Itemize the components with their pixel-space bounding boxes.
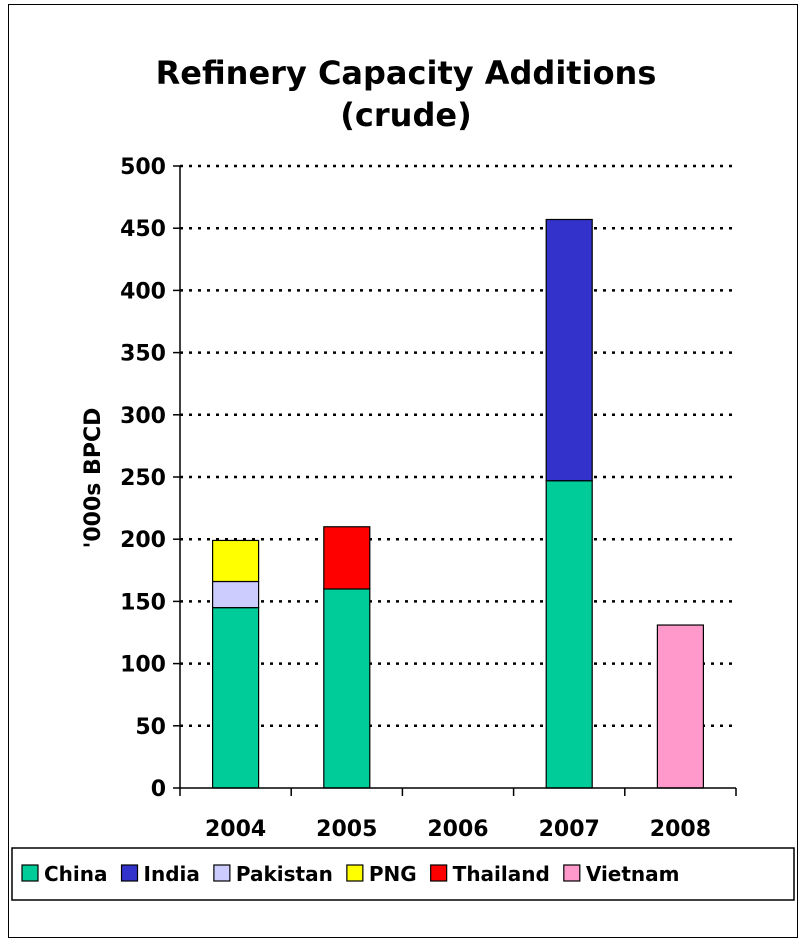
x-tick-label: 2008 (650, 817, 711, 842)
x-tick-label: 2007 (539, 817, 600, 842)
chart-subtitle: (crude) (340, 96, 471, 134)
legend-box (11, 847, 795, 901)
y-tick-label: 300 (120, 404, 166, 429)
x-tick-label: 2005 (316, 817, 377, 842)
gridlines (180, 164, 736, 728)
bar-thailand-2005 (323, 526, 371, 590)
bar-china-2004 (212, 607, 260, 789)
x-tick-labels: 2004 2005 2006 2007 2008 (205, 817, 711, 842)
legend-label-vietnam: Vietnam (586, 862, 680, 886)
x-tick-label: 2006 (427, 817, 488, 842)
y-tick-labels: 0 50 100 150 200 250 300 350 400 450 500 (120, 155, 166, 802)
y-tick-label: 50 (135, 715, 166, 740)
x-tick-label: 2004 (205, 817, 266, 842)
legend-swatch-thailand (430, 864, 448, 882)
y-tick-label: 0 (151, 777, 166, 802)
legend: China India Pakistan PNG Thailand Vietnam (21, 862, 680, 886)
legend-swatch-china (21, 864, 39, 882)
legend-label-pakistan: Pakistan (236, 862, 333, 886)
y-tick-label: 500 (120, 155, 166, 180)
axes (173, 165, 737, 796)
legend-label-png: PNG (369, 862, 417, 886)
y-tick-label: 100 (120, 653, 166, 678)
bar-png-2004 (212, 539, 260, 583)
legend-swatch-pakistan (213, 864, 231, 882)
legend-swatch-india (120, 864, 139, 882)
y-tick-label: 350 (120, 342, 166, 367)
legend-label-thailand: Thailand (453, 862, 550, 886)
legend-label-india: India (144, 862, 200, 886)
bars (212, 218, 705, 789)
y-tick-label: 200 (120, 528, 166, 553)
y-tick-label: 150 (120, 590, 166, 615)
bar-india-2007 (545, 218, 593, 482)
bar-china-2007 (545, 480, 593, 789)
bar-pakistan-2004 (212, 580, 260, 609)
chart-title: Refinery Capacity Additions (156, 54, 657, 92)
y-axis-label: '000s BPCD (81, 408, 106, 549)
y-tick-label: 250 (120, 466, 166, 491)
bar-china-2005 (323, 588, 371, 789)
y-tick-label: 400 (120, 279, 166, 304)
legend-label-china: China (44, 862, 108, 886)
y-tick-label: 450 (120, 217, 166, 242)
bar-vietnam-2008 (656, 624, 705, 789)
legend-swatch-png (346, 864, 364, 882)
legend-swatch-vietnam (563, 864, 581, 882)
